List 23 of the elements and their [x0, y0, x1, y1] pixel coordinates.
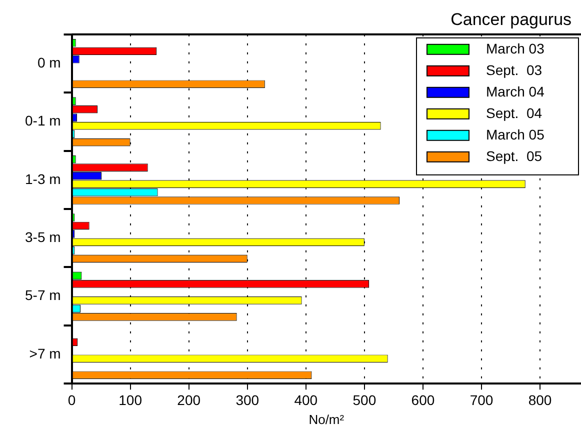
x-tick-label: 300 — [236, 392, 260, 408]
x-tick-label: 800 — [528, 392, 552, 408]
x-tick-label: 500 — [352, 392, 376, 408]
x-tick-label: 400 — [294, 392, 318, 408]
y-tick-label: 0 m — [37, 54, 61, 70]
y-tick-label: 5-7 m — [24, 287, 61, 304]
legend-label: March 04 — [486, 83, 545, 100]
legend-label: March 05 — [486, 126, 545, 142]
y-tick-label: 1-3 m — [24, 170, 61, 187]
x-tick-label: 200 — [177, 392, 201, 408]
chart-title: Cancer pagurus — [450, 10, 581, 29]
x-tick-label: 700 — [470, 392, 494, 408]
x-tick-label: 0 — [68, 392, 76, 408]
y-tick-label: >7 m — [29, 345, 61, 362]
legend-label: Sept. 04 — [486, 104, 542, 121]
legend-label: March 03 — [486, 40, 545, 56]
x-axis-title: No/m² — [308, 412, 345, 427]
legend-label: Sept. 05 — [486, 148, 542, 164]
x-tick-label: 100 — [118, 392, 142, 408]
y-tick-label: 3-5 m — [24, 228, 61, 245]
y-tick-label: 0-1 m — [24, 112, 61, 129]
x-tick-label: 600 — [411, 392, 435, 408]
legend-label: Sept. 03 — [486, 62, 542, 78]
